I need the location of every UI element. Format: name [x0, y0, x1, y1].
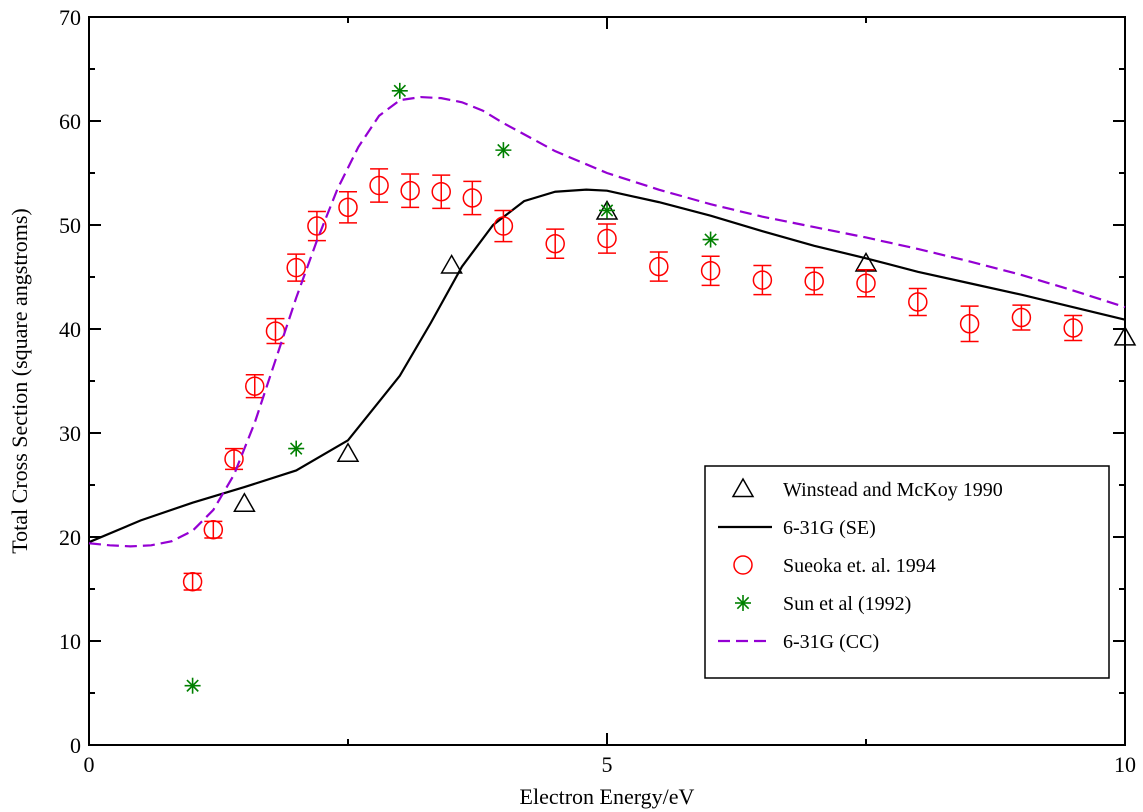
y-tick-label: 70: [59, 5, 81, 30]
plot-content: [88, 82, 1137, 694]
data-point: [462, 188, 483, 208]
error-bar: [701, 255, 720, 287]
y-tick-label: 60: [59, 109, 81, 134]
data-point: [495, 142, 512, 159]
data-point: [700, 261, 721, 281]
data-point: [245, 376, 265, 396]
data-point: [959, 314, 980, 334]
series-0: [233, 199, 1137, 512]
data-point: [182, 571, 203, 592]
error-bar: [753, 264, 772, 296]
data-point: [545, 233, 565, 254]
x-tick-label: 0: [84, 752, 95, 777]
data-point: [649, 256, 669, 277]
data-point: [440, 254, 463, 274]
axis-tick-labels: 0 5 10 0 10 20 30 40 50 60 70: [59, 5, 1136, 777]
error-bar: [245, 374, 264, 399]
data-point: [1011, 307, 1032, 328]
series-1: [88, 188, 1126, 544]
series-4: [88, 95, 1126, 548]
data-point: [288, 440, 305, 457]
series-line: [88, 95, 1126, 548]
error-bar: [494, 209, 513, 243]
data-point: [597, 228, 617, 249]
data-point: [804, 271, 824, 291]
data-point: [431, 181, 451, 202]
data-point: [338, 197, 358, 218]
legend-item: 6-31G (CC): [718, 631, 879, 653]
data-point: [391, 82, 408, 99]
error-bar: [432, 174, 451, 210]
legend-marker: [733, 555, 753, 575]
y-axis-label: Total Cross Section (square angstroms): [7, 208, 32, 554]
y-tick-label: 30: [59, 421, 81, 446]
error-bar: [960, 305, 979, 343]
legend-item: 6-31G (SE): [718, 517, 876, 539]
data-point: [307, 216, 327, 236]
error-bar: [463, 180, 482, 216]
y-tick-label: 40: [59, 317, 81, 342]
legend-marker: [735, 595, 751, 611]
error-bar: [598, 223, 616, 254]
legend-item: Sueoka et. al. 1994: [733, 555, 936, 577]
data-point: [493, 216, 514, 236]
data-point: [1063, 318, 1083, 338]
data-point: [702, 231, 719, 248]
axis-ticks: [88, 16, 1126, 746]
error-bar: [649, 251, 668, 282]
x-axis-label: Electron Energy/eV: [520, 784, 695, 809]
legend-box: [704, 465, 1110, 679]
error-bar: [225, 447, 244, 471]
data-point: [752, 270, 773, 290]
legend: Winstead and McKoy 1990 6-31G (SE) Sueoka …: [704, 465, 1110, 679]
legend-item: Winstead and McKoy 1990: [731, 477, 1003, 501]
legend-marker: [731, 477, 755, 498]
x-tick-label: 5: [602, 752, 613, 777]
series-line: [88, 188, 1126, 544]
y-tick-label: 20: [59, 525, 81, 550]
x-tick-label: 10: [1114, 752, 1136, 777]
legend-label: 6-31G (CC): [783, 631, 879, 653]
data-point: [336, 442, 360, 463]
data-point: [184, 677, 201, 694]
data-point: [224, 449, 244, 469]
y-tick-label: 50: [59, 213, 81, 238]
data-point: [369, 175, 389, 196]
error-bar: [546, 228, 565, 260]
legend-item: Sun et al (1992): [735, 593, 911, 615]
data-point: [599, 202, 615, 219]
data-point: [233, 492, 256, 512]
y-tick-label: 0: [70, 733, 81, 758]
error-bar: [339, 190, 357, 224]
legend-label: Sueoka et. al. 1994: [783, 555, 936, 577]
error-bar: [401, 173, 420, 209]
data-point: [286, 257, 306, 278]
series-3: [184, 82, 719, 694]
data-point: [856, 273, 876, 293]
y-tick-label: 10: [59, 629, 81, 654]
legend-label: Sun et al (1992): [783, 593, 911, 615]
data-point: [203, 519, 224, 540]
error-bar: [370, 168, 389, 203]
legend-label: 6-31G (SE): [783, 517, 876, 539]
legend-label: Winstead and McKoy 1990: [783, 479, 1003, 501]
data-point: [400, 180, 420, 201]
data-point: [908, 292, 928, 312]
data-point: [1113, 325, 1137, 346]
